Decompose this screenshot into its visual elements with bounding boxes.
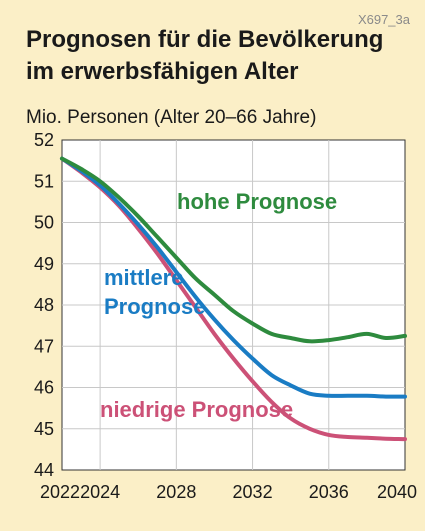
y-tick-labels: 44 45 46 47 48 49 50 51 52 [34, 130, 54, 480]
chart-title-line-1: Prognosen für die Bevölkerung [26, 26, 383, 53]
y-tick-label-7: 51 [34, 171, 54, 191]
series-label-hoch: hohe Prognose [177, 189, 337, 214]
series-label-mittel-line-1: mittlere [104, 265, 183, 290]
x-tick-label-4: 2036 [309, 482, 349, 502]
series-line-mittel [60, 156, 407, 399]
series-label-mittel-line-2: Prognose [104, 294, 205, 319]
y-tick-label-6: 50 [34, 213, 54, 233]
grid [62, 140, 405, 470]
chart-code: X697_3a [358, 12, 411, 27]
y-axis-label: Mio. Personen (Alter 20–66 Jahre) [26, 107, 316, 128]
y-tick-label-4: 48 [34, 295, 54, 315]
y-tick-label-8: 52 [34, 130, 54, 150]
y-tick-label-5: 49 [34, 254, 54, 274]
y-tick-label-2: 46 [34, 378, 54, 398]
x-tick-label-5: 2040 [377, 482, 417, 502]
x-tick-label-1: 2024 [80, 482, 120, 502]
x-tick-label-0: 2022 [40, 482, 80, 502]
y-tick-label-0: 44 [34, 460, 54, 480]
x-tick-label-3: 2032 [233, 482, 273, 502]
y-tick-label-3: 47 [34, 336, 54, 356]
chart-title-line-2: im erwerbsfähigen Alter [26, 58, 299, 85]
series-lines [60, 156, 407, 442]
series-line-hoch [60, 156, 407, 344]
x-tick-label-2: 2028 [156, 482, 196, 502]
y-tick-label-1: 45 [34, 419, 54, 439]
series-label-niedrig: niedrige Prognose [100, 397, 293, 422]
x-tick-labels: 2022 2024 2028 2032 2036 2040 [40, 482, 417, 502]
